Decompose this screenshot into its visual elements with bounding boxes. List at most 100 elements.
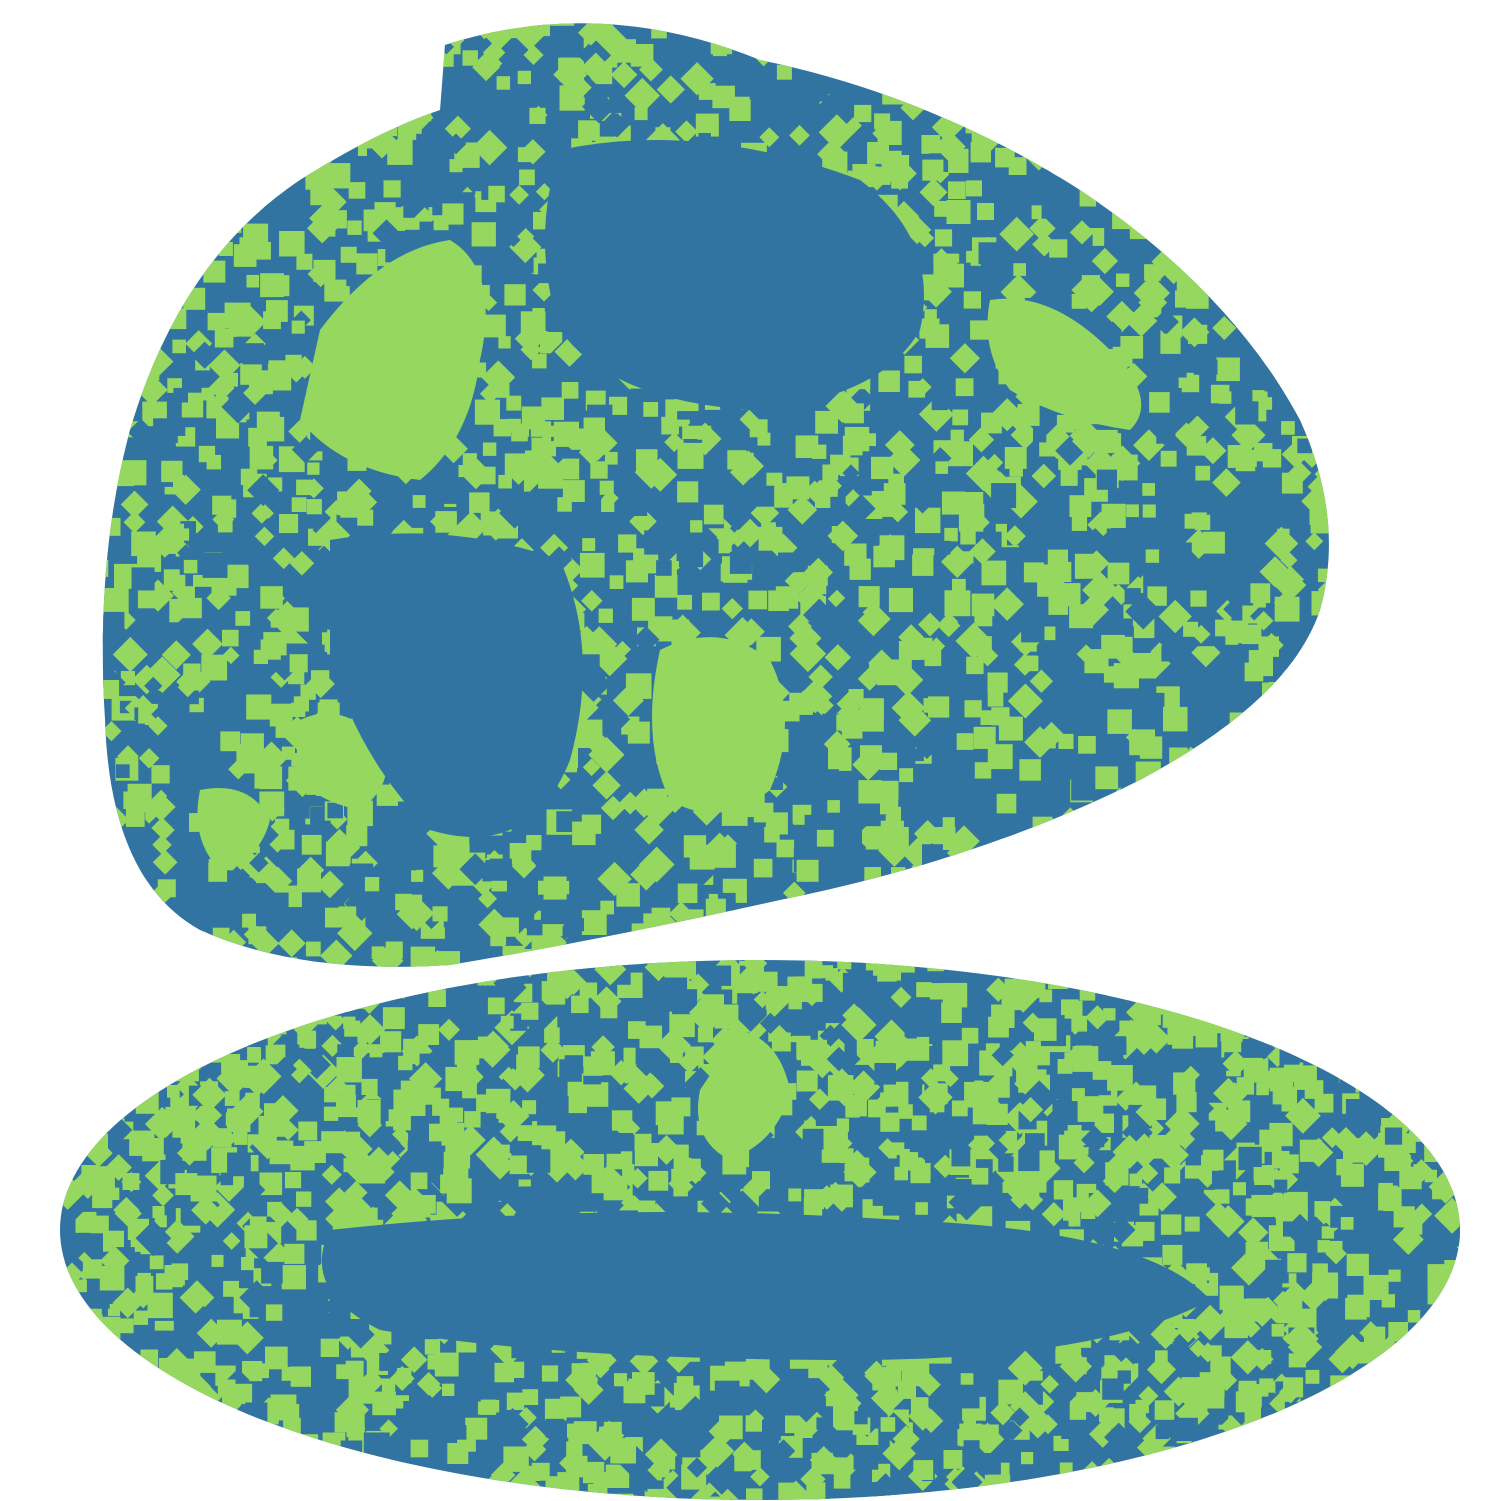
speckle [189, 1428, 212, 1451]
speckle [868, 929, 888, 948]
speckle [1176, 542, 1192, 558]
speckle [882, 1368, 902, 1387]
speckle [135, 978, 151, 995]
speckle [1306, 752, 1329, 780]
speckle [1152, 145, 1175, 169]
speckle [224, 302, 251, 329]
speckle [910, 1397, 929, 1415]
speckle [111, 181, 134, 204]
speckle [553, 421, 579, 447]
speckle [60, 1145, 75, 1161]
speckle [74, 1461, 96, 1483]
speckle [1083, 48, 1100, 64]
speckle [225, 1348, 241, 1364]
speckle [560, 93, 577, 110]
speckle [273, 1325, 295, 1347]
speckle [209, 962, 226, 979]
speckle [583, 1154, 605, 1175]
speckle [227, 976, 251, 1000]
speckle [1353, 963, 1368, 978]
speckle [697, 1027, 713, 1043]
speckle [162, 178, 188, 204]
speckle [952, 578, 966, 593]
speckle [106, 348, 123, 366]
speckle [1206, 23, 1229, 34]
speckle [1182, 1477, 1217, 1500]
speckle [266, 1442, 286, 1462]
speckle [1185, 120, 1210, 144]
speckle [168, 1028, 204, 1064]
speckle [1257, 1350, 1272, 1365]
speckle [123, 1409, 143, 1429]
speckle [261, 1261, 283, 1284]
speckle [578, 120, 599, 141]
speckle [1253, 947, 1267, 960]
speckle [676, 1168, 691, 1183]
speckle [306, 1143, 326, 1163]
speckle [1347, 640, 1367, 660]
speckle [1129, 217, 1152, 240]
speckle [1142, 979, 1157, 994]
speckle [274, 818, 290, 833]
speckle [244, 81, 258, 95]
speckle [984, 1474, 1011, 1500]
speckle [1114, 168, 1136, 189]
speckle [303, 23, 325, 32]
speckle [284, 1172, 302, 1189]
speckle [1298, 881, 1324, 908]
speckle [119, 1410, 136, 1427]
speckle [883, 1496, 899, 1500]
speckle [562, 72, 592, 103]
speckle [1197, 943, 1224, 967]
speckle [858, 586, 880, 608]
speckle [521, 1002, 539, 1020]
speckle [931, 393, 948, 411]
speckle [1243, 1057, 1269, 1083]
speckle [735, 518, 765, 548]
speckle [261, 1464, 284, 1487]
speckle [348, 878, 369, 899]
speckle [172, 1016, 187, 1031]
speckle [315, 870, 344, 899]
speckle [103, 588, 129, 613]
speckle [1264, 191, 1282, 208]
speckle [190, 157, 209, 177]
speckle [183, 663, 201, 681]
speckle [133, 1073, 148, 1087]
speckle [1464, 1337, 1486, 1359]
speckle [1069, 960, 1093, 972]
speckle [1274, 1179, 1288, 1193]
speckle [502, 945, 525, 967]
speckle [1179, 788, 1203, 812]
speckle [1449, 1092, 1460, 1127]
speckle [1215, 619, 1232, 637]
speckle [1363, 1377, 1382, 1396]
speckle [1125, 304, 1158, 337]
speckle [158, 1358, 172, 1371]
speckle [1433, 1051, 1460, 1080]
speckle [643, 457, 678, 492]
speckle [255, 1458, 277, 1480]
speckle [637, 932, 653, 949]
speckle [928, 913, 950, 935]
speckle [1157, 961, 1173, 977]
speckle [1388, 972, 1415, 998]
speckle [332, 74, 348, 91]
speckle [290, 1366, 311, 1387]
speckle [269, 1140, 294, 1165]
speckle [1162, 1244, 1183, 1265]
speckle [270, 960, 297, 986]
speckle [216, 1000, 239, 1024]
speckle [1330, 1375, 1350, 1395]
speckle [1450, 1451, 1460, 1479]
speckle [60, 1101, 84, 1124]
speckle [1343, 1053, 1370, 1079]
speckle [1033, 429, 1047, 443]
speckle [915, 507, 941, 534]
speckle [1456, 1030, 1460, 1053]
speckle [711, 914, 732, 934]
speckle [1132, 953, 1149, 967]
speckle [643, 402, 659, 417]
speckle [925, 324, 950, 348]
speckle [1279, 368, 1292, 382]
